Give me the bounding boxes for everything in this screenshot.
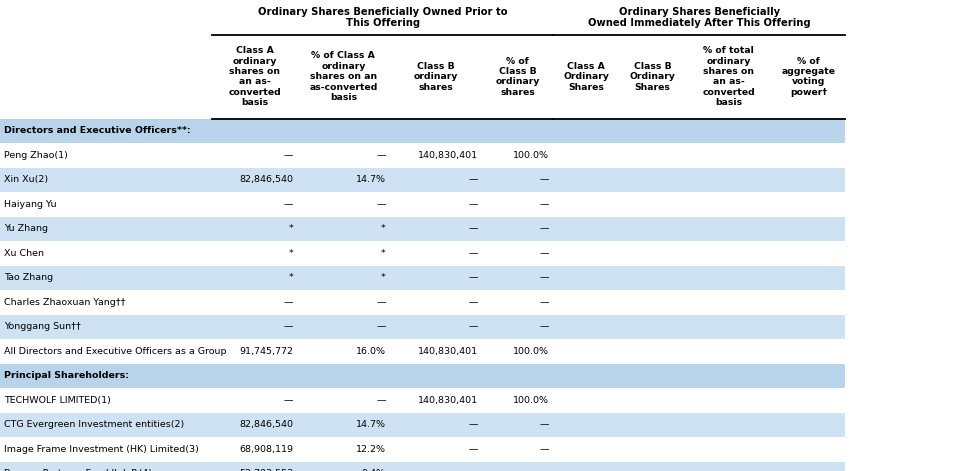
Text: 16.0%: 16.0% — [356, 347, 386, 356]
Text: —: — — [468, 298, 478, 307]
Text: % of
Class B
ordinary
shares: % of Class B ordinary shares — [496, 57, 540, 97]
Text: Haiyang Yu: Haiyang Yu — [4, 200, 56, 209]
Text: % of
aggregate
voting
power†: % of aggregate voting power† — [781, 57, 836, 97]
Text: All Directors and Executive Officers as a Group: All Directors and Executive Officers as … — [4, 347, 226, 356]
Text: Xin Xu(2): Xin Xu(2) — [4, 175, 48, 185]
Text: —: — — [283, 151, 293, 160]
Text: Directors and Executive Officers**:: Directors and Executive Officers**: — [4, 126, 191, 136]
Text: —: — — [468, 224, 478, 234]
Bar — [0, 388, 845, 413]
Bar — [0, 315, 845, 339]
Text: —: — — [376, 396, 386, 405]
Text: Banyan Partners Fund II, L.P.(4): Banyan Partners Fund II, L.P.(4) — [4, 469, 152, 471]
Text: —: — — [468, 249, 478, 258]
Bar — [0, 437, 845, 462]
Text: *: * — [288, 224, 293, 234]
Text: —: — — [540, 322, 549, 332]
Text: 68,908,119: 68,908,119 — [240, 445, 293, 454]
Text: 14.7%: 14.7% — [356, 420, 386, 430]
Text: —: — — [540, 420, 549, 430]
Text: —: — — [540, 445, 549, 454]
Text: 82,846,540: 82,846,540 — [240, 420, 293, 430]
Text: *: * — [288, 249, 293, 258]
Bar — [0, 413, 845, 437]
Text: —: — — [540, 298, 549, 307]
Text: 9.4%: 9.4% — [361, 469, 386, 471]
Text: —: — — [540, 224, 549, 234]
Text: Class B
Ordinary
Shares: Class B Ordinary Shares — [629, 62, 676, 92]
Text: —: — — [468, 322, 478, 332]
Text: —: — — [540, 469, 549, 471]
Text: *: * — [288, 273, 293, 283]
Bar — [0, 143, 845, 168]
Text: —: — — [468, 420, 478, 430]
Text: 100.0%: 100.0% — [513, 396, 549, 405]
Bar — [0, 241, 845, 266]
Text: Xu Chen: Xu Chen — [4, 249, 44, 258]
Text: Yonggang Sun††: Yonggang Sun†† — [4, 322, 81, 332]
Text: 140,830,401: 140,830,401 — [418, 396, 478, 405]
Text: —: — — [283, 322, 293, 332]
Text: —: — — [283, 396, 293, 405]
Text: *: * — [381, 249, 386, 258]
Text: —: — — [283, 298, 293, 307]
Text: 100.0%: 100.0% — [513, 347, 549, 356]
Bar — [0, 168, 845, 192]
Text: Image Frame Investment (HK) Limited(3): Image Frame Investment (HK) Limited(3) — [4, 445, 199, 454]
Text: Peng Zhao(1): Peng Zhao(1) — [4, 151, 68, 160]
Text: —: — — [283, 200, 293, 209]
Bar — [0, 217, 845, 241]
Text: TECHWOLF LIMITED(1): TECHWOLF LIMITED(1) — [4, 396, 111, 405]
Bar — [0, 364, 845, 388]
Text: 91,745,772: 91,745,772 — [240, 347, 293, 356]
Bar — [0, 266, 845, 290]
Bar — [0, 0, 845, 119]
Text: —: — — [376, 151, 386, 160]
Text: CTG Evergreen Investment entities(2): CTG Evergreen Investment entities(2) — [4, 420, 184, 430]
Text: 12.2%: 12.2% — [356, 445, 386, 454]
Text: —: — — [376, 298, 386, 307]
Text: —: — — [540, 273, 549, 283]
Text: 100.0%: 100.0% — [513, 151, 549, 160]
Text: 140,830,401: 140,830,401 — [418, 151, 478, 160]
Text: *: * — [381, 224, 386, 234]
Text: Class B
ordinary
shares: Class B ordinary shares — [414, 62, 458, 92]
Bar — [0, 290, 845, 315]
Text: Principal Shareholders:: Principal Shareholders: — [4, 371, 129, 381]
Text: Yu Zhang: Yu Zhang — [4, 224, 48, 234]
Text: 82,846,540: 82,846,540 — [240, 175, 293, 185]
Text: Charles Zhaoxuan Yang††: Charles Zhaoxuan Yang†† — [4, 298, 126, 307]
Text: —: — — [540, 249, 549, 258]
Bar — [0, 339, 845, 364]
Text: —: — — [540, 175, 549, 185]
Bar — [0, 462, 845, 471]
Text: % of Class A
ordinary
shares on an
as-converted
basis: % of Class A ordinary shares on an as-co… — [309, 51, 378, 102]
Text: —: — — [468, 200, 478, 209]
Text: % of total
ordinary
shares on
an as-
converted
basis: % of total ordinary shares on an as- con… — [702, 46, 755, 107]
Text: 140,830,401: 140,830,401 — [418, 347, 478, 356]
Text: —: — — [468, 175, 478, 185]
Text: —: — — [468, 445, 478, 454]
Text: Ordinary Shares Beneficially Owned Prior to
This Offering: Ordinary Shares Beneficially Owned Prior… — [258, 7, 507, 28]
Text: —: — — [376, 200, 386, 209]
Text: —: — — [468, 469, 478, 471]
Text: Ordinary Shares Beneficially
Owned Immediately After This Offering: Ordinary Shares Beneficially Owned Immed… — [588, 7, 810, 28]
Text: —: — — [376, 322, 386, 332]
Text: —: — — [540, 200, 549, 209]
Text: Class A
ordinary
shares on
an as-
converted
basis: Class A ordinary shares on an as- conver… — [228, 46, 281, 107]
Text: Tao Zhang: Tao Zhang — [4, 273, 53, 283]
Text: Class A
Ordinary
Shares: Class A Ordinary Shares — [563, 62, 610, 92]
Text: *: * — [381, 273, 386, 283]
Text: —: — — [468, 273, 478, 283]
Text: 14.7%: 14.7% — [356, 175, 386, 185]
Bar — [0, 119, 845, 143]
Bar — [0, 192, 845, 217]
Text: 52,703,553: 52,703,553 — [239, 469, 293, 471]
